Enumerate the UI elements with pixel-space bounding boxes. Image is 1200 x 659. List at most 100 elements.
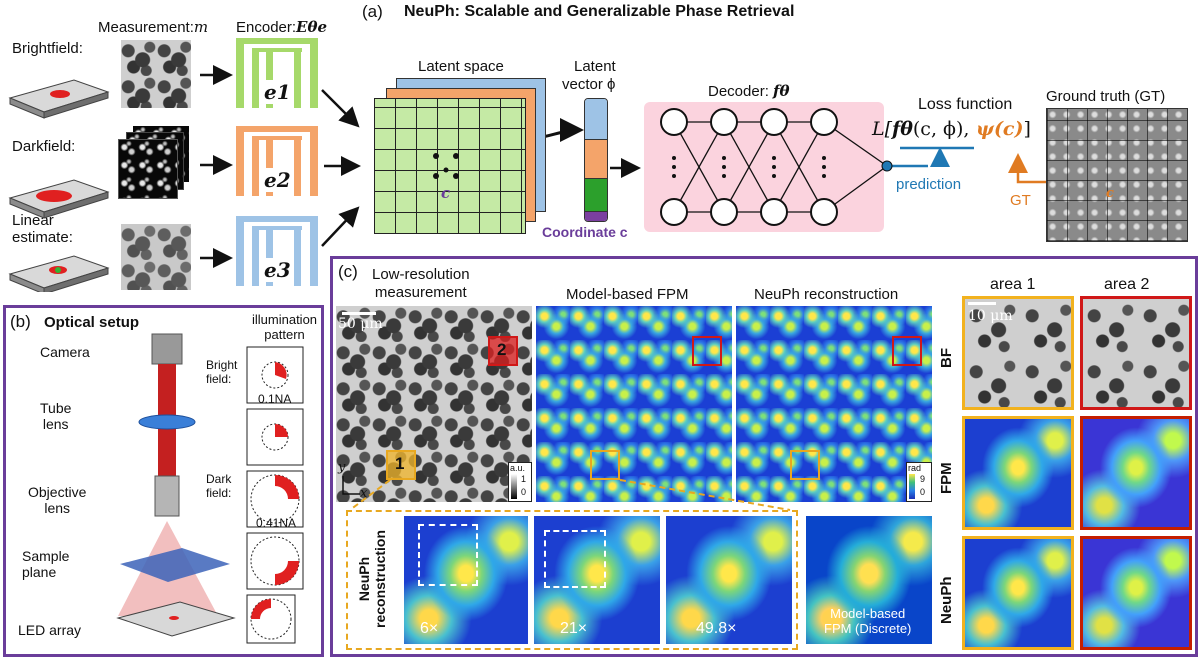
- zoom-49x-label: 49.8×: [696, 620, 737, 637]
- area-2-marker: [488, 336, 518, 366]
- colorbar-au: a.u. 1 0: [508, 462, 532, 502]
- led-board-icon: [8, 255, 110, 292]
- latent-sample-points: [433, 153, 459, 179]
- panel-c-tag: (c): [338, 262, 358, 281]
- zoom-21x-label: 21×: [560, 620, 588, 637]
- component-tube-lens: Tube lens: [40, 400, 72, 432]
- objective-lens-icon: [154, 475, 180, 517]
- discrete-fpm-label: Model-based FPM (Discrete): [824, 606, 912, 636]
- na-label-1: 0.1NA: [258, 392, 292, 406]
- scale-bar: [342, 312, 376, 315]
- area-2-bf-image: [1080, 296, 1192, 410]
- latent-vector-label-1: Latent: [574, 58, 616, 75]
- pattern-bf-2-icon: [246, 408, 304, 466]
- col-title-fpm: Model-based FPM: [566, 286, 689, 303]
- area-scale-bar: [968, 302, 996, 305]
- zoom-21x-image: [534, 516, 660, 644]
- pattern-df-1-icon: [246, 470, 304, 528]
- colorbar-rad-max: 9: [920, 474, 926, 484]
- na-label-2: 0.41NA: [256, 516, 297, 530]
- panel-a-tag: (a): [362, 2, 383, 21]
- panel-b: [3, 305, 324, 657]
- row-label-bf: BF: [938, 348, 955, 368]
- bright-field-label: Bright field:: [206, 358, 238, 386]
- panel-b-tag: (b): [10, 312, 31, 331]
- zoom-6x-image: [404, 516, 528, 644]
- latent-space-label: Latent space: [418, 58, 504, 75]
- component-objective-lens: Objective lens: [28, 484, 87, 516]
- encoder-2-label: e2: [264, 168, 291, 192]
- axes-icon: [342, 476, 360, 495]
- optical-setup-diagram: [116, 333, 236, 637]
- led-boards: [8, 79, 110, 292]
- colorbar-rad: rad 9 0: [906, 462, 932, 502]
- decoder-label: Decoder: fθ: [708, 82, 790, 100]
- area-2-number: 2: [497, 340, 507, 359]
- latent-grid-green: [374, 98, 526, 234]
- neuph-area-2-box: [892, 336, 922, 366]
- area-1-bf-image: [962, 296, 1074, 410]
- area-2-neuph-image: [1080, 536, 1192, 650]
- row-label-darkfield: Darkfield:: [12, 138, 76, 155]
- colorbar-au-min: 0: [521, 487, 527, 497]
- camera-icon: [151, 333, 183, 365]
- zoom-row-label: NeuPh reconstruction: [356, 529, 388, 628]
- sample-plane-icon: [120, 548, 230, 582]
- colorbar-au-max: 1: [521, 474, 527, 484]
- colorbar-au-unit: a.u.: [510, 463, 526, 473]
- colorbar-rad-unit: rad: [908, 463, 922, 473]
- zoom-6x-label: 6×: [420, 620, 439, 637]
- component-led-array: LED array: [18, 622, 82, 638]
- ground-truth-title: Ground truth (GT): [1046, 88, 1166, 105]
- encoder-1-label: e1: [264, 80, 291, 104]
- loss-function-title: Loss function: [918, 96, 1013, 113]
- latent-vector-bar: [584, 98, 608, 222]
- component-camera: Camera: [40, 344, 90, 360]
- discrete-fpm-image: [806, 516, 932, 644]
- row-label-neuph: NeuPh: [938, 576, 955, 624]
- prediction-label: prediction: [896, 176, 962, 193]
- encoders: [236, 38, 318, 286]
- pattern-df-3-icon: [246, 594, 296, 644]
- encoder-label: Encoder:Eθe: [236, 18, 328, 36]
- col-title-neuph: NeuPh reconstruction: [754, 286, 899, 303]
- encoder-3-label: e3: [264, 258, 291, 282]
- pattern-df-2-icon: [246, 532, 304, 590]
- area-1-title: area 1: [990, 276, 1036, 293]
- fpm-area-1-box: [590, 450, 620, 480]
- ground-truth-image: [1046, 108, 1188, 242]
- area-2-title: area 2: [1104, 276, 1150, 293]
- row-label-brightfield: Brightfield:: [12, 40, 83, 57]
- gt-arrow-label: GT: [1010, 192, 1031, 209]
- coordinate-label: Coordinate c: [542, 224, 628, 240]
- colorbar-rad-min: 0: [920, 487, 926, 497]
- neuph-area-1-box: [790, 450, 820, 480]
- area-scale-label: 10 μm: [968, 308, 1013, 324]
- component-sample-plane: Sample plane: [22, 548, 70, 580]
- led-board-icon: [8, 179, 110, 219]
- zoom-21x-roi: [544, 530, 606, 588]
- illumination-title: illumination pattern: [252, 312, 318, 342]
- gt-point-c: c: [1106, 186, 1114, 201]
- fpm-image: [536, 306, 732, 502]
- zoom-connectors: [349, 479, 791, 511]
- optical-setup-title: Optical setup: [44, 314, 140, 331]
- latent-coordinate-c: c: [441, 184, 451, 202]
- linear-estimate-image: [121, 224, 191, 290]
- area-2-fpm-image: [1080, 416, 1192, 530]
- axis-y-label: y: [338, 460, 346, 475]
- led-board-icon: [8, 79, 110, 119]
- scale-bar-label: 50 μm: [338, 316, 383, 332]
- area-1-number: 1: [395, 454, 405, 473]
- area-1-marker: [386, 450, 416, 480]
- row-label-fpm: FPM: [938, 462, 955, 494]
- axis-x-label: x: [360, 486, 368, 501]
- area-1-fpm-image: [962, 416, 1074, 530]
- area-1-neuph-image: [962, 536, 1074, 650]
- zoom-49x-image: [666, 516, 792, 644]
- panel-a-title: NeuPh: Scalable and Generalizable Phase …: [404, 3, 795, 20]
- col-title-low-res: Low-resolution measurement: [372, 266, 470, 301]
- measurement-label: Measurement:m: [98, 18, 209, 36]
- latent-vector-label-2: vector ϕ: [562, 76, 616, 93]
- zoom-row-frame: [346, 510, 798, 650]
